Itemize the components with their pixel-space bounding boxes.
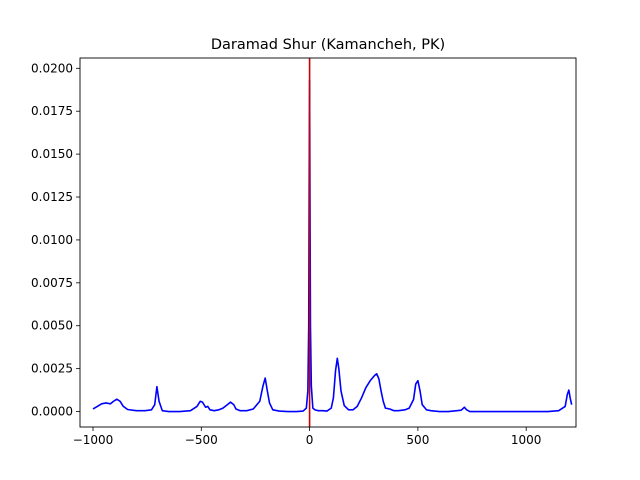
y-tick-label: 0.0200 [31,61,73,75]
y-tick-label: 0.0100 [31,233,73,247]
x-tick-label: 1000 [511,433,542,447]
y-tick-label: 0.0125 [31,190,73,204]
chart-title: Daramad Shur (Kamancheh, PK) [211,37,445,53]
x-axis: −1000 −500 0 500 1000 [73,427,542,447]
x-tick-label: 500 [406,433,429,447]
y-axis: 0.0000 0.0025 0.0050 0.0075 0.0100 0.0125 0.01… [31,61,80,419]
plot-area [92,58,573,427]
y-tick-label: 0.0050 [31,319,73,333]
y-tick-label: 0.0175 [31,104,73,118]
plot-frame [79,57,577,428]
y-tick-label: 0.0150 [31,147,73,161]
x-tick-label: 0 [306,433,314,447]
series-line [92,79,573,413]
y-tick-label: 0.0000 [31,405,73,419]
y-tick-label: 0.0025 [31,362,73,376]
y-tick-label: 0.0075 [31,276,73,290]
x-tick-label: −500 [185,433,218,447]
x-tick-label: −1000 [73,433,114,447]
